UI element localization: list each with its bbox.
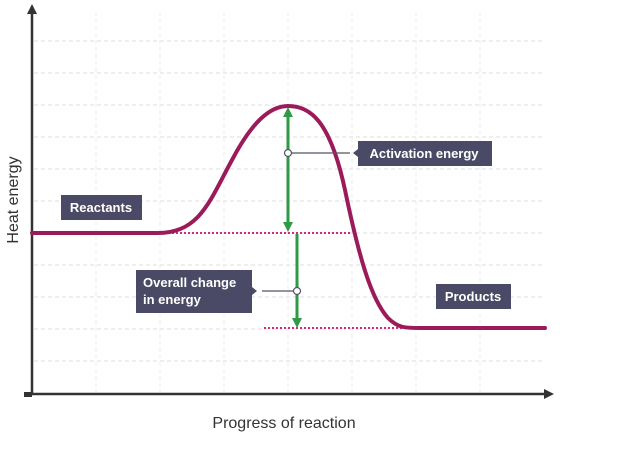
arrow-down-head (292, 318, 302, 328)
products-label: Products (436, 284, 511, 309)
activation-energy-label: Activation energy (353, 141, 492, 166)
y-axis-title: Heat energy (5, 156, 22, 243)
arrow-down-head (283, 222, 293, 232)
x-axis-title: Progress of reaction (212, 415, 355, 432)
x-axis-arrowhead (544, 389, 554, 399)
reactants-label: Reactants (61, 195, 142, 220)
overall-change-arrow (292, 234, 302, 328)
overall-connector-dot (292, 286, 302, 296)
energy-curve (30, 103, 547, 330)
products-label-text: Products (445, 289, 501, 304)
arrow-up-head (283, 107, 293, 117)
activation-energy-arrow (283, 107, 293, 232)
overall-change-label-line2: in energy (143, 292, 202, 307)
origin-mark (24, 392, 32, 397)
y-axis-arrowhead (27, 4, 37, 14)
activation-energy-label-text: Activation energy (369, 146, 479, 161)
reactants-label-text: Reactants (70, 200, 132, 215)
overall-change-label-line1: Overall change (143, 275, 236, 290)
activation-connector-dot (283, 148, 293, 158)
overall-change-label: Overall change in energy (136, 270, 257, 313)
